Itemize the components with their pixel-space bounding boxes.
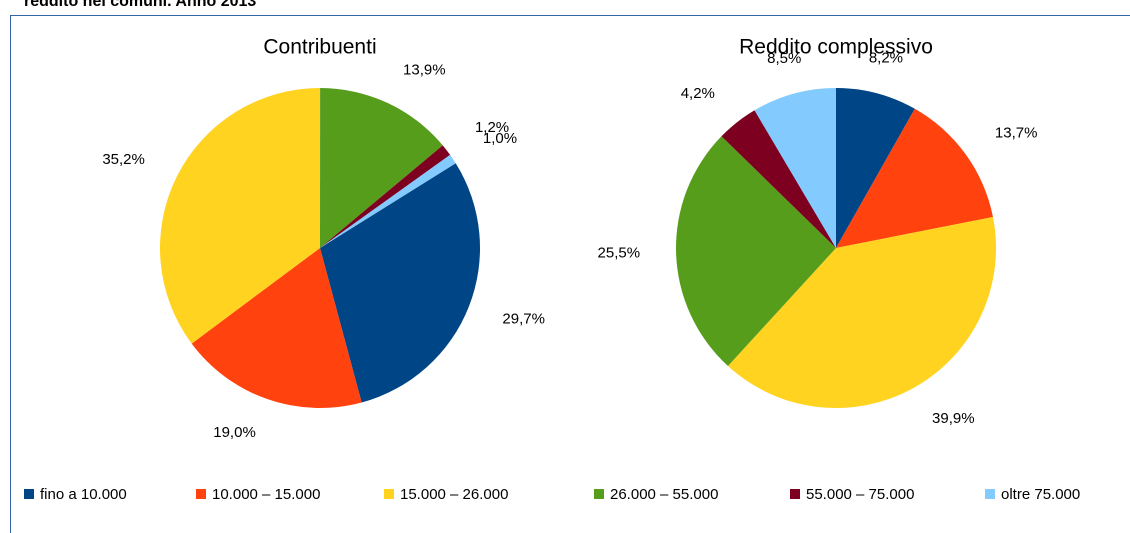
- legend-swatch: [384, 489, 394, 499]
- pie-slice: [836, 108, 993, 248]
- data-label: 4,2%: [681, 85, 715, 102]
- legend-label: 15.000 – 26.000: [400, 486, 508, 503]
- data-label: 1,2%: [475, 119, 509, 136]
- legend-label: 55.000 – 75.000: [806, 486, 914, 503]
- data-label: 29,7%: [502, 311, 545, 328]
- pie-slice: [320, 88, 443, 249]
- chart-title: Contribuenti: [263, 36, 376, 59]
- pie-slice: [836, 88, 915, 248]
- data-label: 8,2%: [869, 49, 903, 66]
- pie-slice: [754, 88, 836, 248]
- legend-swatch: [985, 489, 995, 499]
- pie-slice: [320, 154, 456, 248]
- pie-slice: [320, 163, 480, 403]
- legend-swatch: [594, 489, 604, 499]
- data-label: 1,0%: [483, 130, 517, 147]
- data-label: 13,9%: [403, 61, 446, 78]
- legend-label: fino a 10.000: [40, 486, 127, 503]
- chart-title: Reddito complessivo: [739, 36, 933, 59]
- chart-frame: [10, 15, 1130, 533]
- data-label: 39,9%: [932, 410, 975, 427]
- legend-label: oltre 75.000: [1001, 486, 1080, 503]
- pie-slice: [727, 217, 996, 408]
- legend-label: 10.000 – 15.000: [212, 486, 320, 503]
- data-label: 35,2%: [102, 151, 145, 168]
- pie-slice: [320, 145, 451, 248]
- data-label: 13,7%: [995, 124, 1038, 141]
- legend-swatch: [24, 489, 34, 499]
- data-label: 25,5%: [598, 245, 641, 262]
- data-label: 19,0%: [213, 424, 256, 441]
- pie-slice: [721, 110, 836, 248]
- pie-slice: [159, 88, 321, 344]
- pie-slice: [191, 248, 362, 408]
- legend-swatch: [790, 489, 800, 499]
- legend-label: 26.000 – 55.000: [610, 486, 718, 503]
- legend-swatch: [196, 489, 206, 499]
- page-title: reddito nei comuni. Anno 2013: [24, 0, 256, 10]
- data-label: 8,5%: [767, 50, 801, 67]
- pie-slice: [676, 136, 836, 367]
